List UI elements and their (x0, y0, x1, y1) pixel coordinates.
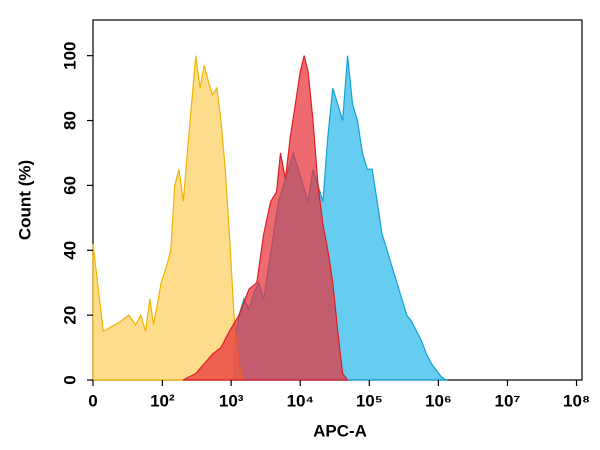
y-tick-label: 80 (60, 111, 79, 130)
x-tick-label: 10⁴ (287, 391, 314, 410)
x-tick-label: 10² (150, 391, 175, 410)
x-axis-label: APC-A (313, 421, 367, 440)
x-tick-label: 10⁶ (425, 391, 452, 410)
x-tick-label: 10⁷ (494, 391, 520, 410)
x-tick-label: 0 (88, 391, 97, 410)
histogram-area (182, 55, 349, 381)
y-tick-label: 20 (60, 306, 79, 325)
x-tick-label: 10³ (219, 391, 244, 410)
y-tick-label: 40 (60, 241, 79, 260)
x-tick-label: 10⁸ (563, 391, 590, 410)
y-tick-label: 60 (60, 176, 79, 195)
x-tick-label: 10⁵ (356, 391, 383, 410)
y-tick-label: 100 (60, 41, 79, 69)
histogram-area (92, 55, 246, 381)
y-axis-label: Count (%) (15, 160, 34, 240)
y-tick-label: 0 (60, 375, 79, 384)
